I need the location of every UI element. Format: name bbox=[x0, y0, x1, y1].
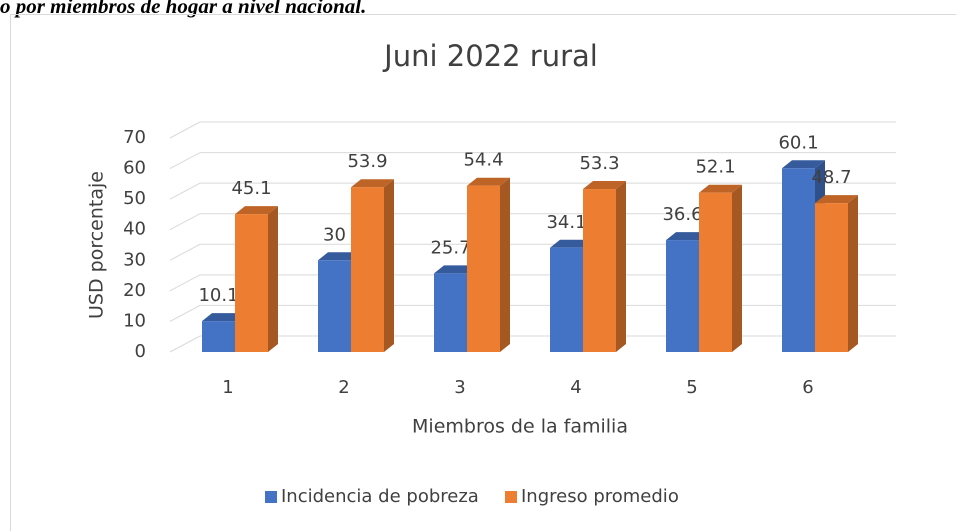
data-label: 45.1 bbox=[231, 178, 271, 199]
y-tick-label: 40 bbox=[123, 219, 146, 240]
x-tick-label: 3 bbox=[454, 377, 465, 398]
bar bbox=[583, 189, 616, 352]
chart-frame bbox=[10, 14, 956, 531]
x-tick-label: 6 bbox=[802, 377, 813, 398]
grid-line bbox=[169, 182, 896, 200]
y-tick-label: 60 bbox=[123, 158, 146, 179]
data-label: 53.3 bbox=[579, 153, 619, 174]
x-tick-label: 4 bbox=[570, 377, 581, 398]
data-label: 54.4 bbox=[463, 150, 503, 171]
x-axis-label: Miembros de la familia bbox=[412, 416, 628, 438]
bar bbox=[202, 321, 235, 352]
data-label: 36.6 bbox=[662, 204, 702, 225]
legend-label: Incidencia de pobreza bbox=[281, 486, 479, 507]
grid-line bbox=[169, 152, 896, 170]
bar bbox=[782, 168, 815, 352]
x-tick-label: 1 bbox=[222, 377, 233, 398]
y-tick-label: 30 bbox=[123, 249, 146, 270]
bar-side bbox=[848, 195, 858, 352]
bar-top bbox=[550, 239, 593, 248]
bar-side bbox=[616, 181, 626, 352]
legend-swatch bbox=[505, 491, 517, 503]
y-tick-label: 10 bbox=[123, 310, 146, 331]
y-tick-label: 20 bbox=[123, 280, 146, 301]
grid-line bbox=[169, 335, 896, 353]
y-tick-label: 70 bbox=[123, 127, 146, 148]
bar bbox=[318, 260, 351, 352]
y-tick-label: 0 bbox=[135, 341, 146, 362]
legend-label: Ingreso promedio bbox=[521, 486, 679, 507]
bar-top bbox=[351, 179, 394, 188]
data-label: 48.7 bbox=[811, 167, 851, 188]
bar-top bbox=[434, 265, 477, 274]
bar bbox=[467, 185, 500, 352]
bar-side bbox=[500, 177, 510, 352]
data-label: 60.1 bbox=[778, 132, 818, 153]
caption: o por miembros de hogar a nivel nacional… bbox=[0, 0, 367, 18]
bar-side bbox=[384, 179, 394, 352]
y-tick-label: 50 bbox=[123, 188, 146, 209]
bar-top bbox=[782, 160, 825, 169]
data-label: 52.1 bbox=[695, 157, 735, 178]
grid-line bbox=[169, 213, 896, 231]
grid-line bbox=[169, 304, 896, 322]
x-tick-label: 5 bbox=[686, 377, 697, 398]
bar bbox=[434, 273, 467, 352]
grid-line bbox=[169, 274, 896, 292]
bar bbox=[351, 187, 384, 352]
bar-side bbox=[268, 206, 278, 352]
data-label: 53.9 bbox=[347, 151, 387, 172]
bar bbox=[815, 203, 848, 352]
bar-top bbox=[318, 252, 361, 261]
bar bbox=[699, 192, 732, 352]
bar-top bbox=[666, 232, 709, 241]
data-label: 10.1 bbox=[198, 285, 238, 306]
data-label: 34.1 bbox=[546, 212, 586, 233]
chart-title: Juni 2022 rural bbox=[382, 39, 598, 73]
data-label: 25.7 bbox=[430, 237, 470, 258]
grid-line bbox=[169, 121, 896, 139]
grid-line bbox=[169, 243, 896, 261]
y-axis-label: USD porcentaje bbox=[86, 171, 108, 319]
x-tick-label: 2 bbox=[338, 377, 349, 398]
data-label: 30 bbox=[323, 224, 346, 245]
bar-top bbox=[235, 206, 278, 215]
bar-top bbox=[815, 195, 858, 204]
bar-top bbox=[699, 184, 742, 193]
bar-side bbox=[732, 184, 742, 352]
bar-top bbox=[583, 181, 626, 190]
bar-top bbox=[202, 313, 245, 322]
bar bbox=[666, 240, 699, 352]
bar bbox=[550, 247, 583, 352]
bar-top bbox=[467, 177, 510, 186]
bar bbox=[235, 214, 268, 352]
legend-swatch bbox=[265, 491, 277, 503]
